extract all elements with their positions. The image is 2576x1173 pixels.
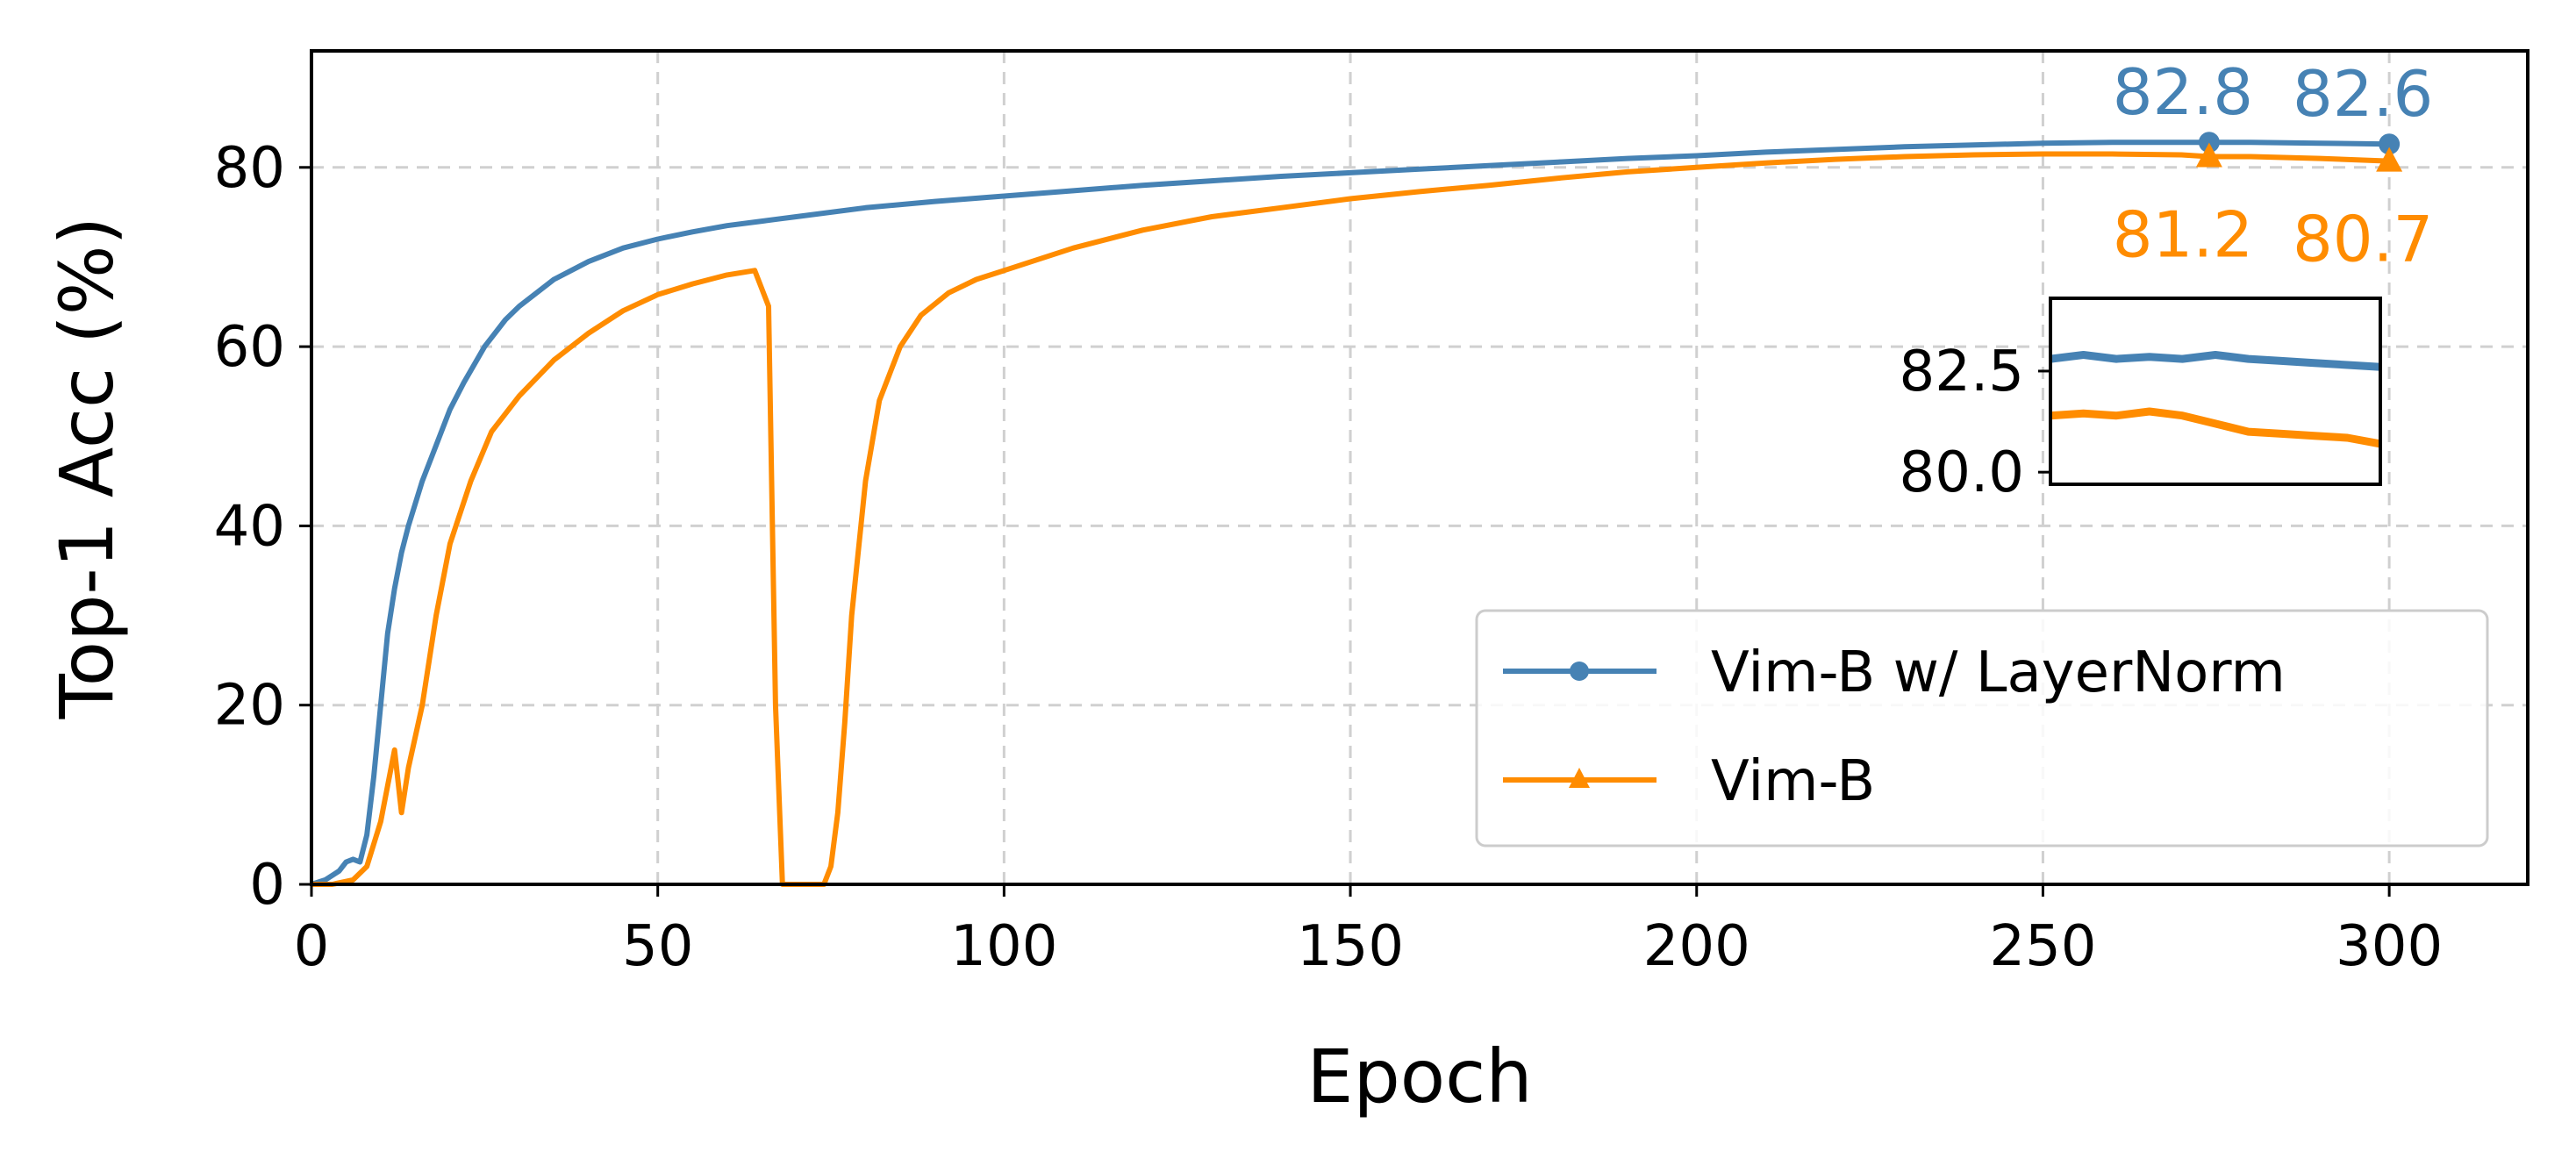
y-tick-label: 20 [214, 674, 285, 739]
x-axis-title: Epoch [1306, 1034, 1532, 1119]
legend-label-vim-b: Vim-B [1711, 749, 1875, 814]
x-tick-label: 300 [2336, 914, 2443, 979]
y-axis-title: Top-1 Acc (%) [44, 217, 130, 720]
annotation-marker-triangle [2195, 142, 2222, 168]
main-grid [311, 51, 2528, 884]
annotation-label: 82.6 [2293, 57, 2433, 131]
x-tick-label: 50 [622, 914, 693, 979]
inset-background [2050, 298, 2380, 484]
legend-marker-vim-b [1569, 768, 1590, 788]
x-tick-label: 100 [950, 914, 1057, 979]
legend-label-layernorm: Vim-B w/ LayerNorm [1711, 640, 2286, 705]
y-tick-label: 80 [214, 136, 285, 201]
legend-marker-layernorm [1570, 662, 1589, 681]
x-tick-label: 0 [294, 914, 330, 979]
y-tick-label: 60 [214, 315, 285, 380]
main-lines [311, 139, 2390, 887]
series-line-vim-b-w-layernorm [311, 139, 2390, 887]
y-axis-ticks: 0 20 40 60 80 [214, 136, 311, 918]
annotation-label: 82.8 [2113, 55, 2253, 129]
x-axis-ticks: 0 50 100 150 200 250 300 [294, 884, 2443, 979]
inset-y-tick-label: 80.0 [1900, 440, 2025, 505]
x-tick-label: 200 [1643, 914, 1750, 979]
y-tick-label: 40 [214, 494, 285, 559]
inset-chart: 82.5 80.0 [1900, 297, 2382, 505]
point-annotations: 82.8 82.6 81.2 80.7 [2113, 55, 2434, 275]
legend: Vim-B w/ LayerNorm Vim-B [1475, 609, 2489, 848]
annotation-label: 81.2 [2113, 198, 2253, 272]
y-tick-label: 0 [249, 853, 285, 918]
inset-frame [2049, 297, 2382, 486]
x-tick-label: 250 [1989, 914, 2096, 979]
annotation-marker-circle [2379, 133, 2401, 155]
series-line-vim-b [311, 151, 2390, 887]
legend-box [1475, 609, 2489, 848]
inset-line-vim-b [2050, 407, 2381, 448]
annotation-marker-circle [2198, 132, 2220, 154]
plot-frame [310, 49, 2529, 886]
inset-y-tick-label: 82.5 [1900, 340, 2025, 404]
inset-line-vim-b-w-layernorm [2050, 351, 2381, 371]
x-tick-label: 150 [1297, 914, 1404, 979]
annotation-label: 80.7 [2293, 203, 2433, 276]
annotation-marker-triangle [2376, 147, 2403, 172]
